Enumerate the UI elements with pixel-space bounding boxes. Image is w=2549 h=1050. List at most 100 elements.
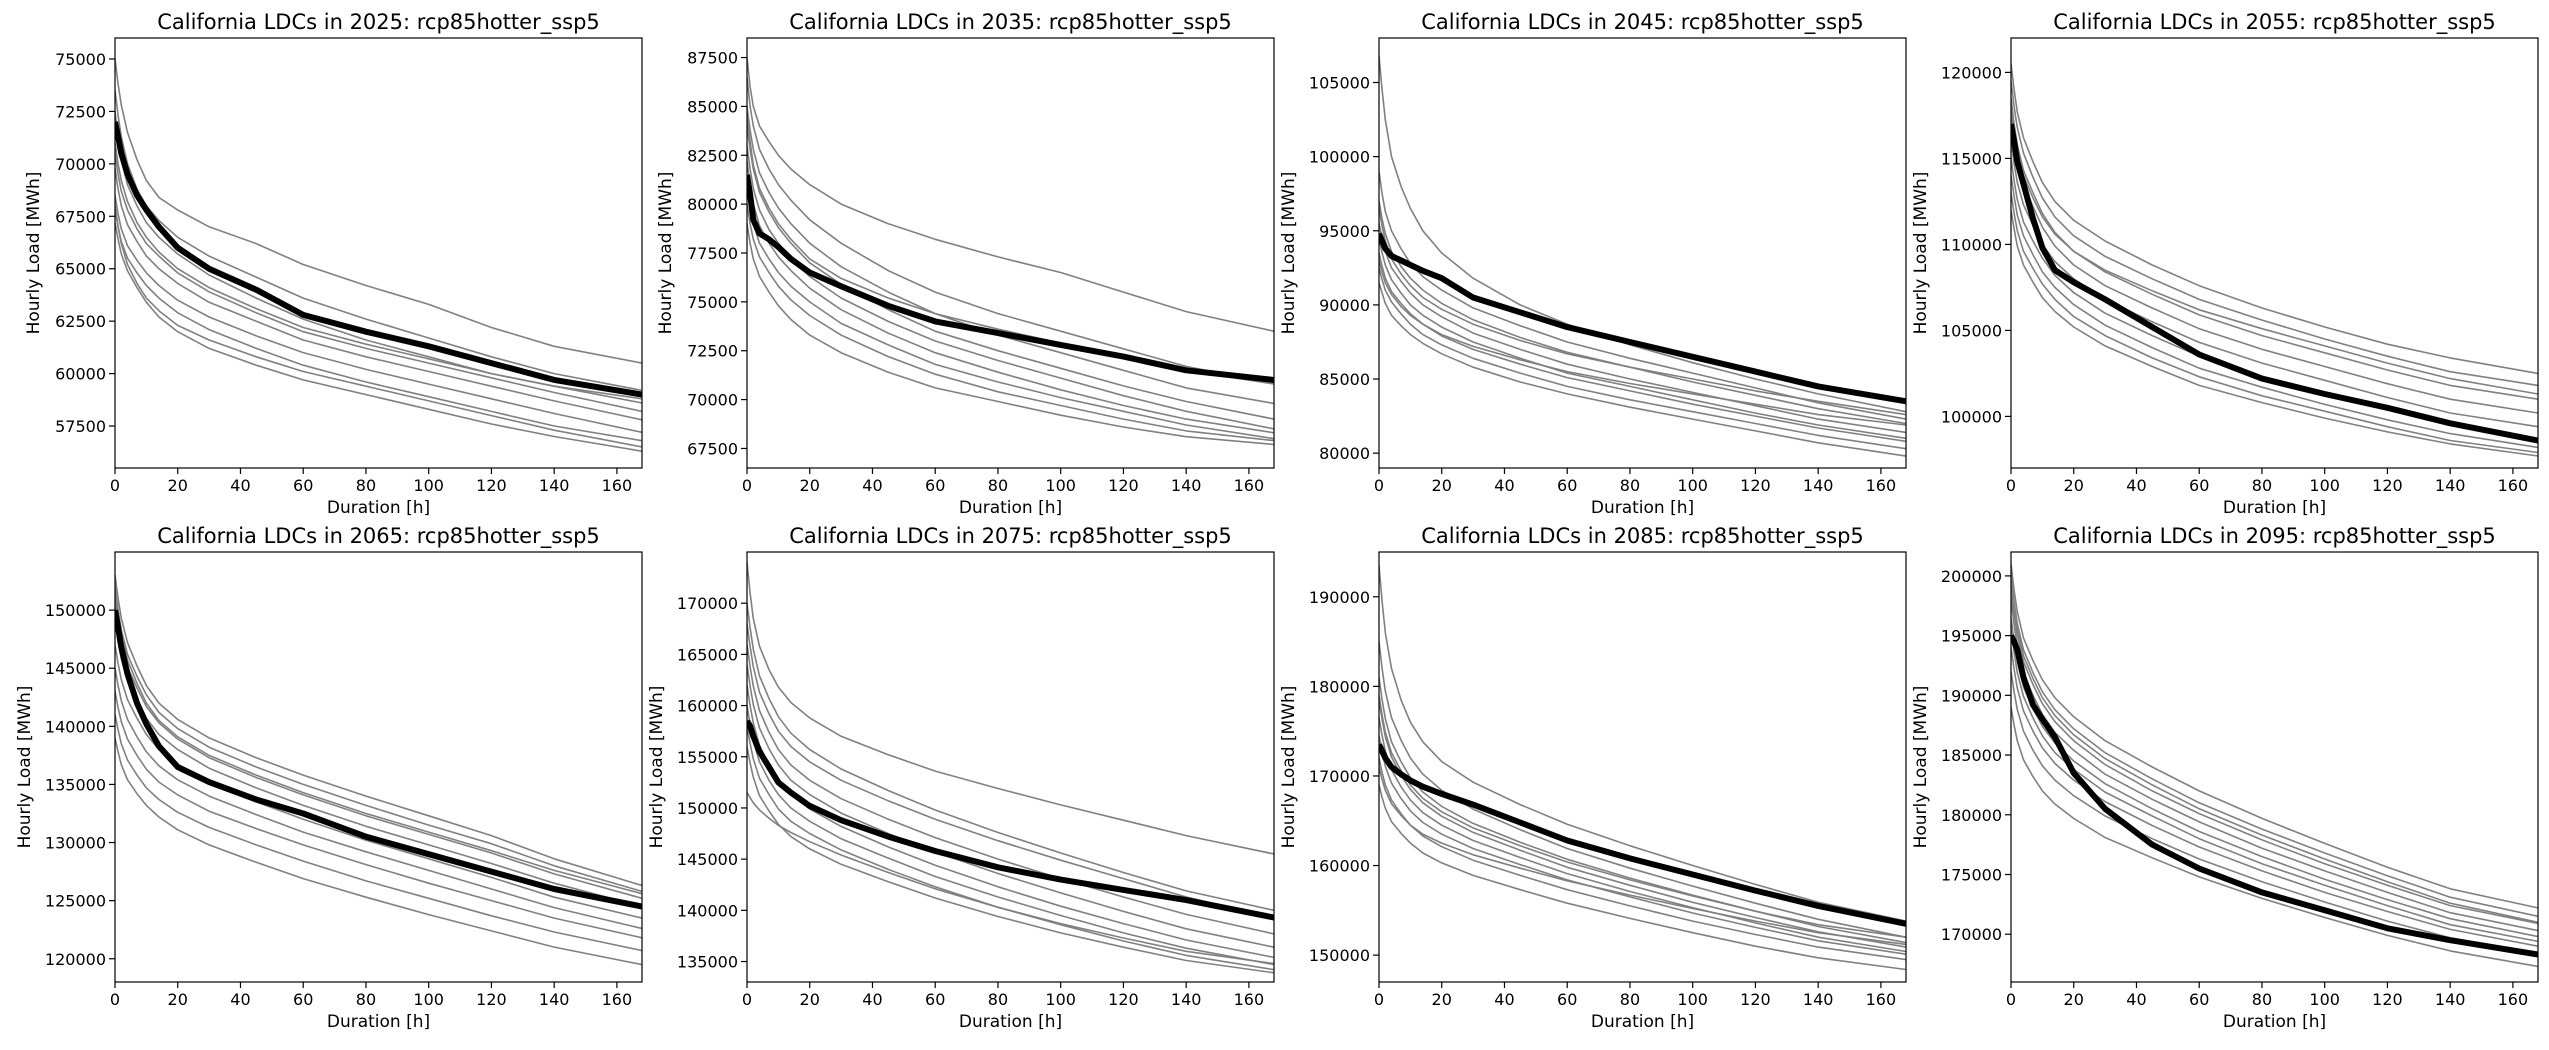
x-axis-label: Duration [h] bbox=[959, 1012, 1062, 1032]
y-tick-label: 200000 bbox=[1941, 567, 2002, 586]
series-line-8 bbox=[1379, 757, 1906, 961]
x-tick-label: 60 bbox=[1557, 990, 1577, 1009]
chart-title: California LDCs in 2025: rcp85hotter_ssp… bbox=[157, 10, 600, 35]
x-tick-label: 60 bbox=[293, 990, 313, 1009]
x-tick-label: 140 bbox=[1803, 476, 1834, 495]
y-tick-label: 85000 bbox=[687, 97, 738, 116]
series-line-2 bbox=[2011, 563, 2538, 909]
subplot-7: 0 20 40 60 80 100 120 140 160 150000 160000 170000 1… bbox=[1279, 524, 1907, 1032]
x-tick-label: 160 bbox=[1866, 476, 1897, 495]
series-line-8 bbox=[747, 184, 1274, 440]
y-tick-label: 195000 bbox=[1941, 627, 2002, 646]
series-line-11 bbox=[747, 603, 1274, 912]
series-line-5 bbox=[2011, 115, 2538, 414]
x-tick-label: 120 bbox=[2372, 476, 2403, 495]
series-line-4 bbox=[1379, 677, 1906, 944]
y-tick-label: 105000 bbox=[1941, 321, 2002, 340]
y-axis-label: Hourly Load [MWh] bbox=[1279, 172, 1299, 335]
y-tick-label: 155000 bbox=[677, 748, 738, 767]
y-tick-label: 72500 bbox=[55, 102, 106, 121]
series-line-2 bbox=[115, 58, 642, 364]
y-tick-label: 70000 bbox=[687, 391, 738, 410]
y-tick-label: 67500 bbox=[55, 207, 106, 226]
x-tick-label: 100 bbox=[413, 476, 444, 495]
x-tick-label: 140 bbox=[2435, 476, 2466, 495]
series-line-mean bbox=[747, 174, 1274, 383]
x-tick-label: 40 bbox=[230, 990, 250, 1009]
series-line-9 bbox=[2011, 192, 2538, 454]
x-tick-label: 160 bbox=[1234, 476, 1265, 495]
series-line-7 bbox=[1379, 735, 1906, 955]
y-tick-label: 185000 bbox=[1941, 746, 2002, 765]
chart-title: California LDCs in 2065: rcp85hotter_ssp… bbox=[157, 524, 600, 549]
x-tick-label: 40 bbox=[1494, 476, 1514, 495]
y-tick-label: 77500 bbox=[687, 244, 738, 263]
series-line-11 bbox=[115, 592, 642, 895]
y-tick-label: 135000 bbox=[45, 775, 106, 794]
series-line-mean bbox=[2011, 634, 2538, 958]
series-line-7 bbox=[2011, 629, 2538, 943]
y-tick-label: 130000 bbox=[45, 834, 106, 853]
series-line-9 bbox=[115, 714, 642, 952]
chart-title: California LDCs in 2085: rcp85hotter_ssp… bbox=[1421, 524, 1864, 549]
series-line-9 bbox=[747, 792, 1274, 965]
series-line-5 bbox=[2011, 599, 2538, 932]
series-line-3 bbox=[747, 623, 1274, 919]
y-axis-label: Hourly Load [MWh] bbox=[1911, 686, 1931, 849]
series-line-4 bbox=[2011, 587, 2538, 925]
x-tick-label: 140 bbox=[1171, 990, 1202, 1009]
series-line-9 bbox=[2011, 671, 2538, 955]
y-tick-label: 75000 bbox=[687, 293, 738, 312]
x-axis-label: Duration [h] bbox=[1591, 1012, 1694, 1032]
y-tick-label: 60000 bbox=[55, 365, 106, 384]
x-tick-label: 20 bbox=[1432, 990, 1452, 1009]
subplot-6: 0 20 40 60 80 100 120 140 160 135000 140000 145000 1… bbox=[647, 524, 1275, 1032]
x-tick-label: 160 bbox=[602, 476, 633, 495]
series-line-2 bbox=[1379, 565, 1906, 922]
x-tick-label: 60 bbox=[293, 476, 313, 495]
y-tick-label: 90000 bbox=[1319, 296, 1370, 315]
x-tick-label: 40 bbox=[2126, 476, 2146, 495]
y-tick-label: 190000 bbox=[1309, 588, 1370, 607]
x-axis-label: Duration [h] bbox=[1591, 498, 1694, 518]
series-line-10 bbox=[2011, 707, 2538, 968]
y-tick-label: 100000 bbox=[1309, 148, 1370, 167]
x-tick-label: 40 bbox=[2126, 990, 2146, 1009]
x-tick-label: 40 bbox=[862, 990, 882, 1009]
x-tick-label: 20 bbox=[800, 476, 820, 495]
y-tick-label: 110000 bbox=[1941, 235, 2002, 254]
x-tick-label: 20 bbox=[2064, 476, 2084, 495]
series-line-6 bbox=[2011, 617, 2538, 938]
x-tick-label: 100 bbox=[1677, 990, 1708, 1009]
x-tick-label: 100 bbox=[1045, 476, 1076, 495]
y-axis-label: Hourly Load [MWh] bbox=[647, 686, 667, 849]
x-tick-label: 60 bbox=[2189, 476, 2209, 495]
x-tick-label: 160 bbox=[2498, 990, 2529, 1009]
x-tick-label: 120 bbox=[1108, 476, 1139, 495]
x-tick-label: 80 bbox=[2252, 990, 2272, 1009]
series-line-mean bbox=[115, 609, 642, 910]
series-line-11 bbox=[2011, 581, 2538, 924]
series-line-7 bbox=[747, 160, 1274, 434]
axes-frame bbox=[2010, 551, 2539, 983]
series-line-9 bbox=[1379, 282, 1906, 457]
series-line-9 bbox=[747, 203, 1274, 442]
x-tick-label: 0 bbox=[1374, 990, 1384, 1009]
y-tick-label: 160000 bbox=[677, 697, 738, 716]
y-tick-label: 170000 bbox=[677, 594, 738, 613]
series-line-mean bbox=[115, 121, 642, 398]
series-line-3 bbox=[115, 586, 642, 893]
y-tick-label: 160000 bbox=[1309, 857, 1370, 876]
x-tick-label: 160 bbox=[602, 990, 633, 1009]
y-axis-label: Hourly Load [MWh] bbox=[1911, 172, 1931, 335]
x-tick-label: 160 bbox=[2498, 476, 2529, 495]
series-line-6 bbox=[1379, 238, 1906, 440]
x-tick-label: 140 bbox=[1171, 476, 1202, 495]
x-tick-label: 80 bbox=[988, 476, 1008, 495]
series-line-7 bbox=[1379, 252, 1906, 443]
series-line-3 bbox=[1379, 641, 1906, 938]
x-tick-label: 0 bbox=[2006, 990, 2016, 1009]
y-axis-label: Hourly Load [MWh] bbox=[15, 686, 35, 849]
axes-frame bbox=[2010, 37, 2539, 469]
series-line-9 bbox=[1379, 784, 1906, 971]
